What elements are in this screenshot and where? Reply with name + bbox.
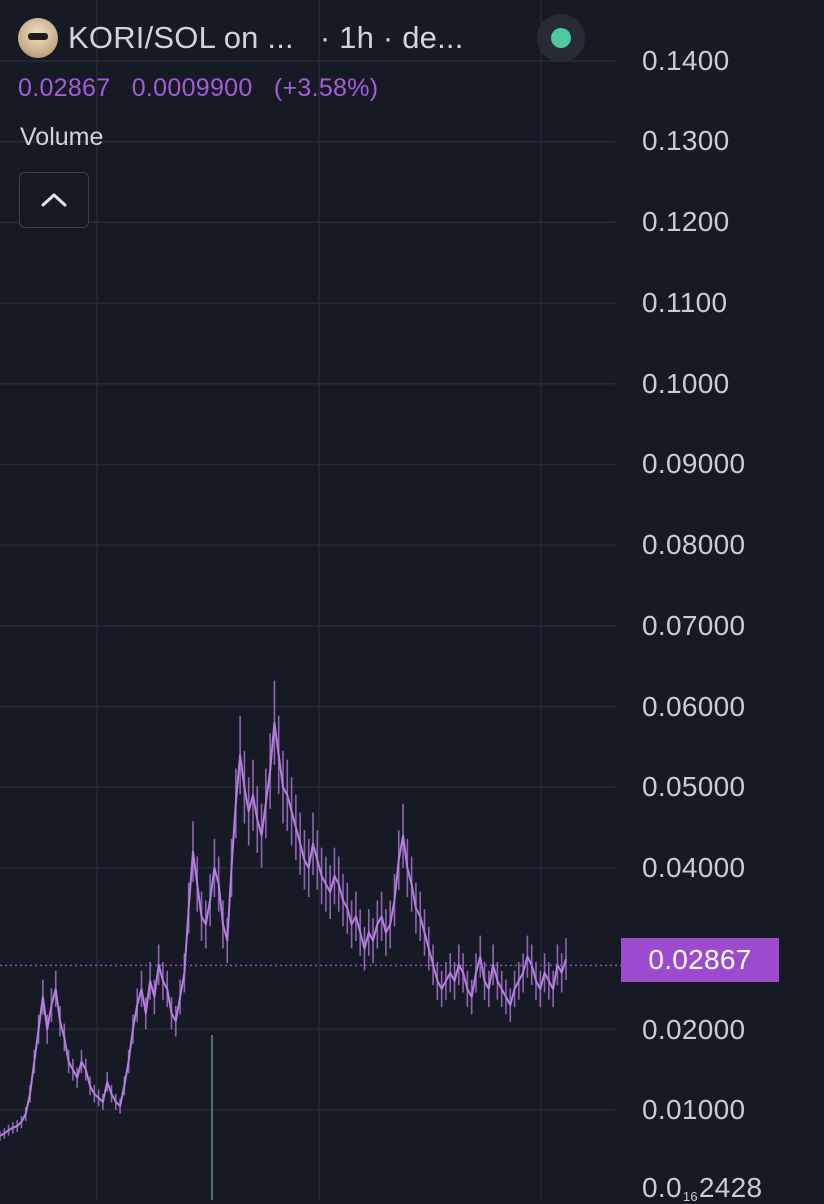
y-tick-bottom: 0.0162428	[642, 1172, 762, 1204]
status-dot-icon	[551, 28, 571, 48]
volume-collapse-button[interactable]	[19, 172, 89, 228]
y-tick-label: 0.1200	[642, 206, 730, 237]
y-tick-label: 0.04000	[642, 852, 746, 883]
price-info-line: 0.02867 0.0009900 (+3.58%)	[18, 74, 392, 103]
volume-label: Volume	[20, 123, 104, 151]
connection-status-button[interactable]	[537, 14, 585, 62]
y-tick-label: 0.06000	[642, 691, 746, 722]
pair-title[interactable]: KORI/SOL on ...	[68, 20, 294, 55]
chart-grid	[0, 0, 615, 1200]
y-tick-label: 0.01000	[642, 1094, 746, 1125]
y-tick-bottom-prefix: 0.0	[642, 1172, 682, 1203]
y-tick-label: 0.1000	[642, 368, 730, 399]
y-tick-label: 0.1100	[642, 287, 728, 318]
y-tick-label: 0.09000	[642, 448, 746, 479]
chart-header: KORI/SOL on ... · 1h · de...	[18, 18, 464, 58]
last-price: 0.02867	[18, 74, 111, 102]
price-series-layer	[0, 680, 567, 1141]
y-tick-label: 0.08000	[642, 529, 746, 560]
y-tick-label: 0.1300	[642, 125, 730, 156]
price-change-percent: (+3.58%)	[273, 74, 379, 102]
y-tick-label: 0.02000	[642, 1014, 746, 1045]
y-tick-label: 0.07000	[642, 610, 746, 641]
token-avatar	[18, 18, 58, 58]
y-tick-label: 0.1400	[642, 45, 730, 76]
y-tick-label: 0.05000	[642, 771, 746, 802]
interval-text[interactable]: · 1h · de...	[319, 20, 464, 55]
current-price-badge: 0.02867	[621, 938, 779, 982]
price-change: 0.0009900	[131, 74, 253, 102]
y-tick-bottom-suffix: 2428	[698, 1172, 763, 1203]
y-tick-bottom-subscript: 16	[682, 1189, 698, 1204]
chevron-up-icon	[41, 193, 67, 207]
price-series-line	[0, 721, 567, 1137]
